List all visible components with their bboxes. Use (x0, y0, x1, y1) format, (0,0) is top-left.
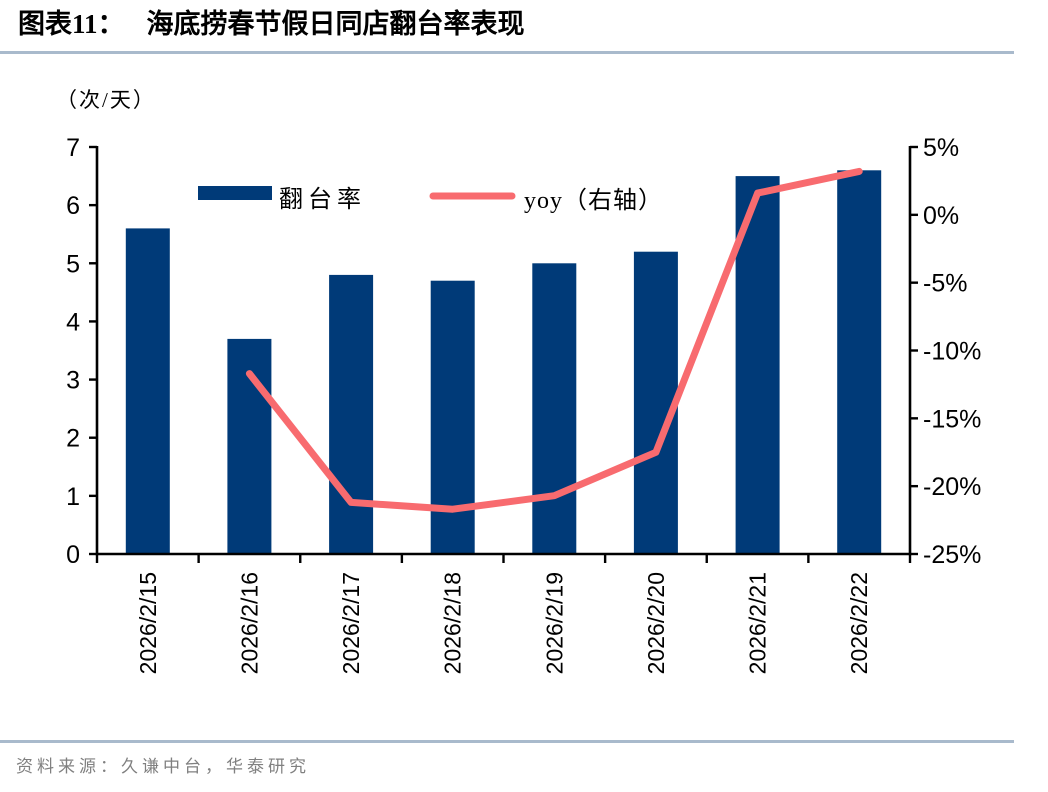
turnover-bar (125, 228, 170, 554)
x-axis-date-label: 2026/2/20 (643, 572, 669, 674)
source-note: 资料来源：久谦中台，华泰研究 (16, 757, 310, 776)
left-axis-tick-label: 3 (66, 367, 80, 395)
turnover-bar (837, 170, 882, 555)
figure-header: 图表11： 海底捞春节假日同店翻台率表现 (18, 7, 525, 41)
x-axis-date-label: 2026/2/16 (236, 572, 262, 674)
yoy-line (245, 167, 863, 513)
right-axis-tick-label: -25% (923, 541, 981, 569)
left-axis-tick-label: 7 (66, 134, 80, 162)
x-axis-date-label: 2026/2/15 (135, 572, 161, 674)
left-axis-tick-label: 6 (66, 192, 80, 220)
turnover-bar (532, 263, 577, 554)
x-axis-date-label: 2026/2/21 (745, 572, 771, 674)
left-axis-tick-label: 0 (66, 541, 80, 569)
right-axis-tick-label: -10% (923, 338, 981, 366)
title-underline (0, 51, 1014, 54)
x-axis-date-label: 2026/2/18 (440, 572, 466, 674)
right-axis-tick-label: 0% (923, 202, 959, 230)
right-axis-tick-label: -20% (923, 473, 981, 501)
right-axis-tick-label: -15% (923, 405, 981, 433)
x-axis-date-label: 2026/2/22 (846, 572, 872, 674)
right-axis-tick-label: -5% (923, 270, 967, 298)
legend-bar-label: 翻台率 (279, 186, 366, 213)
figure-title: 海底捞春节假日同店翻台率表现 (146, 9, 525, 39)
turnover-combo-chart: 0 1 2 3 4 5 6 7 5% 0% -5% -10% -15% -20% -25% 2026/2/15… (66, 134, 981, 674)
figure-label: 图表11： (18, 9, 125, 39)
turnover-bar (633, 251, 678, 554)
x-axis-date-label: 2026/2/19 (541, 572, 567, 674)
left-axis-tick-label: 1 (66, 483, 80, 511)
footer-rule (0, 740, 1014, 743)
legend-line-label: yoy（右轴） (524, 187, 663, 214)
legend-bar-swatch (198, 186, 272, 200)
turnover-bar (430, 280, 475, 554)
left-axis-tick-label: 4 (66, 308, 80, 336)
x-axis-date-label: 2026/2/17 (338, 572, 364, 674)
right-axis-tick-label: 5% (923, 134, 959, 162)
left-axis-unit-label: （次/天） (56, 88, 156, 112)
turnover-bar (329, 274, 374, 554)
left-axis-tick-label: 5 (66, 250, 80, 278)
left-axis-tick-label: 2 (66, 425, 80, 453)
